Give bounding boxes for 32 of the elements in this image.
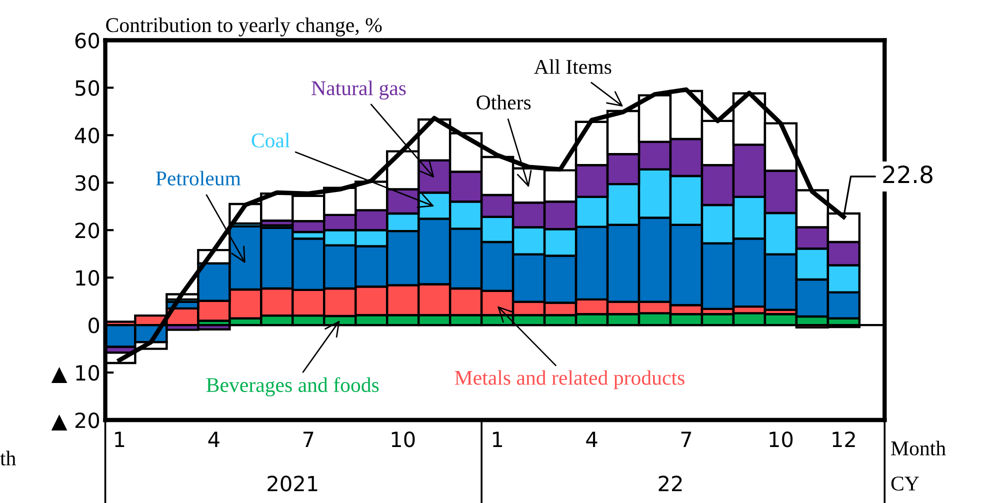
x-tick-label: 12: [832, 431, 855, 447]
y-tick-label: 0: [88, 318, 100, 334]
series-label: All Items: [534, 59, 612, 74]
y-tick-label: 60: [75, 32, 100, 48]
text: CY: [891, 476, 919, 491]
text: Coal: [252, 132, 290, 148]
series-label: Others: [476, 94, 531, 110]
y-tick-label: ▲ 10: [51, 364, 100, 384]
text: th: [0, 450, 16, 466]
x-tick-label: 7: [303, 432, 314, 447]
x-tick-label: 4: [208, 432, 220, 447]
y-tick-label: 10: [76, 270, 100, 286]
y-tick-label: 20: [75, 222, 100, 238]
x-tick-label: 7: [681, 432, 692, 447]
y-tick-label: 30: [76, 175, 100, 191]
y-tick-label: 40: [74, 128, 100, 144]
series-label: Petroleum: [156, 170, 241, 186]
text: Natural gas: [312, 80, 406, 100]
x-tick-label: 1: [115, 432, 124, 447]
x-tick-label: 10: [392, 431, 415, 448]
x-tick-label: 4: [586, 432, 598, 447]
y-tick-label: ▲ 20: [51, 412, 100, 430]
y-axis-title: Contribution to yearly change, %: [106, 17, 382, 36]
text: 2021: [268, 476, 318, 492]
text: Metals and related products: [454, 370, 684, 390]
x-tick-label: 1: [492, 432, 502, 447]
y-tick-label: 50: [76, 80, 100, 96]
text: Month: [891, 440, 946, 456]
text: Beverages and foods: [206, 377, 379, 396]
x-tick-label: 10: [770, 431, 793, 448]
text: 22: [658, 476, 682, 492]
data-label: 22.8: [883, 165, 932, 184]
